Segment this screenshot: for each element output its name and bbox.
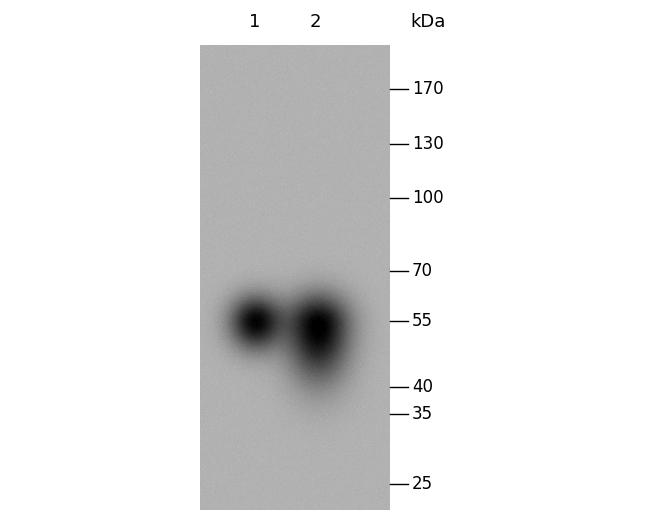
Text: 1: 1	[250, 13, 261, 31]
Text: 170: 170	[412, 80, 443, 98]
Text: 2: 2	[309, 13, 320, 31]
Text: 35: 35	[412, 405, 433, 423]
Text: 70: 70	[412, 263, 433, 280]
Text: kDa: kDa	[410, 13, 445, 31]
Text: 25: 25	[412, 475, 433, 492]
Text: 100: 100	[412, 189, 443, 207]
Text: 55: 55	[412, 312, 433, 330]
Text: 40: 40	[412, 378, 433, 396]
Text: 130: 130	[412, 135, 444, 153]
